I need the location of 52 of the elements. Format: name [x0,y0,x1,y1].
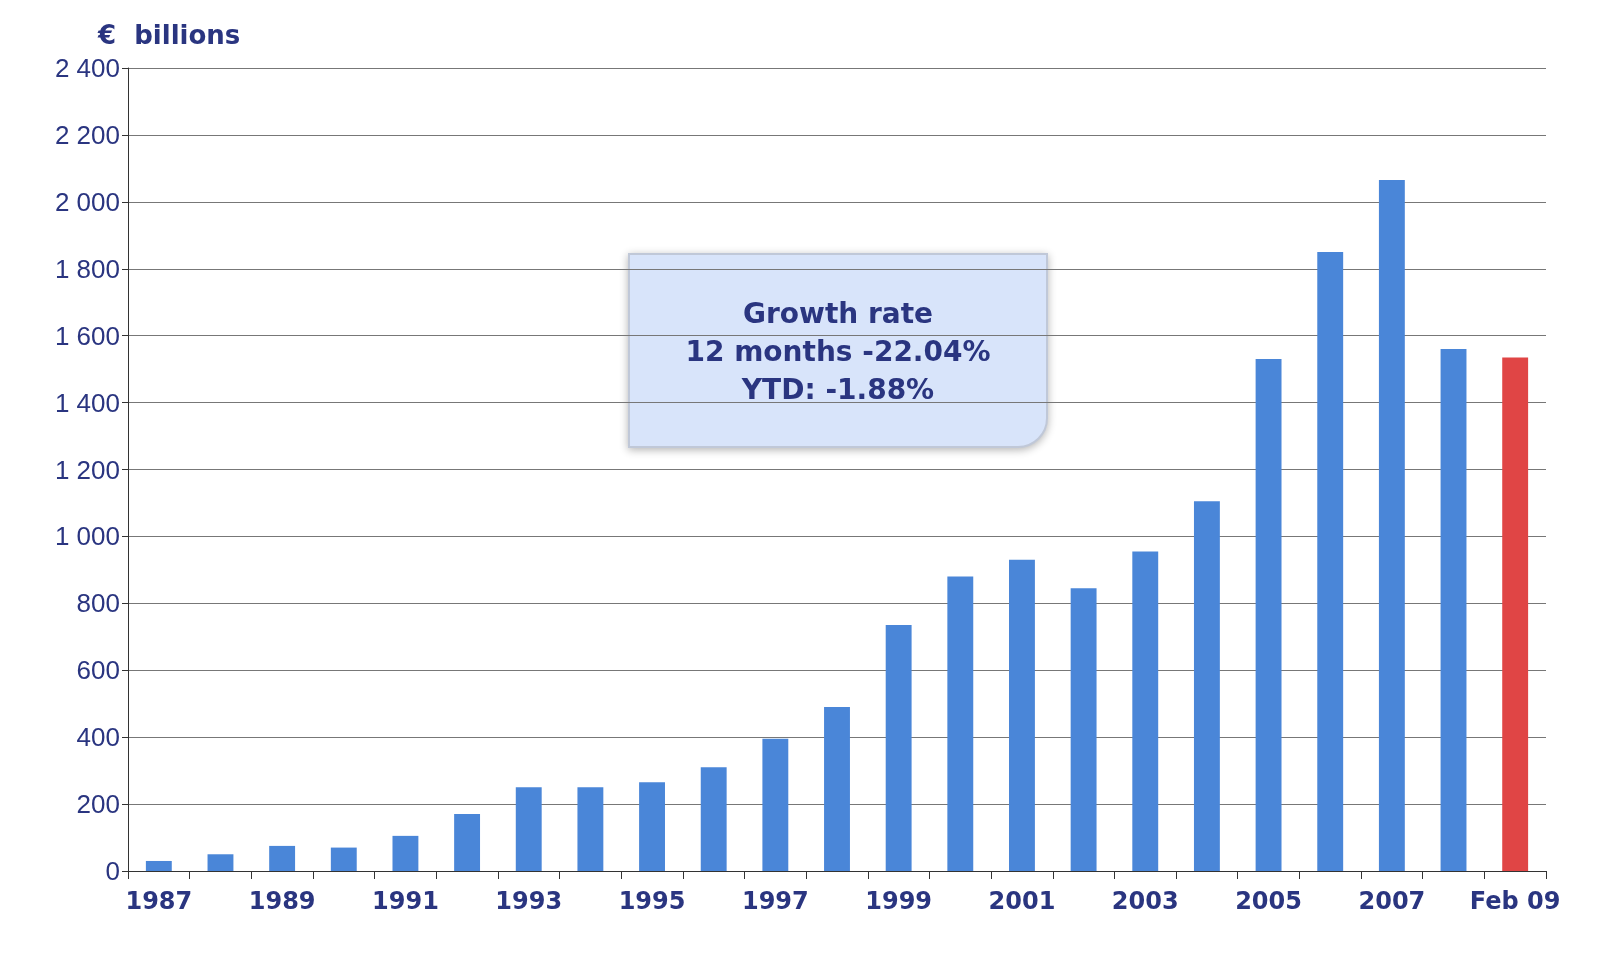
y-tick-label: 600 [76,655,120,686]
y-tick-label: 200 [76,789,120,820]
annotation: 12 months -22.04% [685,334,991,368]
bar [947,576,974,871]
bar [1009,559,1035,871]
y-tick-label: 2 400 [54,53,120,83]
y-axis-title: € billions [97,20,241,50]
bar [1193,501,1220,871]
x-tick-label: 2007 [1358,887,1426,915]
bar [700,767,727,871]
y-tick-label: 0 [105,856,120,886]
y-tick-label: 1 000 [54,521,120,552]
y-tick-label: 1 200 [54,454,120,485]
bar [269,845,296,871]
bar [207,854,234,871]
y-tick-label: 1 400 [54,387,120,418]
y-tick-label: 2 000 [54,186,120,217]
bar [1317,252,1344,871]
bar [392,835,419,871]
bar [515,787,542,871]
bar [1070,588,1097,871]
annotation: Growth rate [742,296,934,330]
bar [1440,349,1467,871]
bar [1378,180,1405,871]
x-tick-label: 1995 [618,887,686,915]
x-tick-label: 2001 [988,887,1056,915]
bar [1502,357,1529,871]
y-tick-label: 800 [76,588,120,619]
bar [454,814,481,871]
x-tick-label: 1989 [248,887,316,915]
bar [577,787,604,871]
bar [330,847,357,871]
bar [762,738,789,871]
x-tick-label: 1997 [741,887,809,915]
x-tick-label: 2005 [1235,887,1302,915]
y-tick-label: 1 600 [54,320,120,351]
bar [145,860,172,871]
annotation: YTD: -1.88% [740,372,935,406]
y-tick-label: 1 800 [54,253,120,284]
x-tick-label: 1987 [125,887,193,915]
bar [1132,551,1159,871]
bar [824,707,850,871]
x-tick-label: 2003 [1111,887,1179,915]
bar [1255,359,1282,871]
y-tick-label: 400 [76,722,120,753]
bar [885,625,912,871]
x-tick-label: 1991 [372,887,439,915]
x-tick-label: 1993 [495,887,563,915]
x-tick-label: Feb 09 [1469,887,1561,915]
x-tick-label: 1999 [865,887,933,915]
bar [639,782,665,871]
y-tick-label: 2 200 [54,119,120,150]
